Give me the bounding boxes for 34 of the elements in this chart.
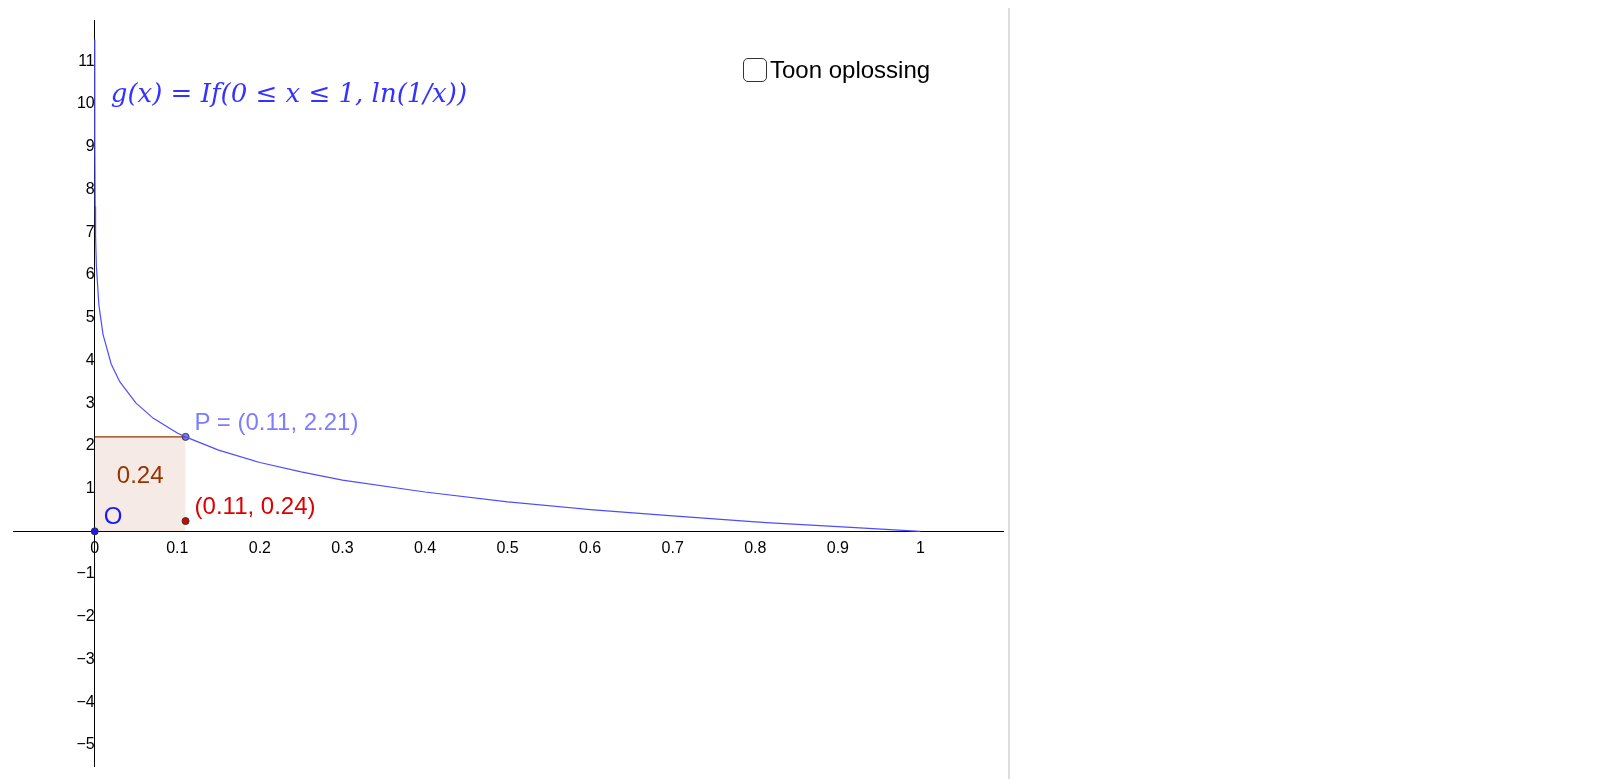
y-tick-label: 5 <box>85 308 95 326</box>
x-tick-label: 0.2 <box>248 539 272 557</box>
y-tick-label: 7 <box>85 222 95 240</box>
x-tick-label: 0.5 <box>496 539 519 557</box>
y-tick-label: 1 <box>85 479 95 496</box>
y-tick-label: −5 <box>76 735 95 753</box>
x-tick-label: 0.8 <box>744 539 767 557</box>
x-tick-label: 0.6 <box>579 539 602 557</box>
x-tick-label: 1 <box>915 539 925 557</box>
series-label: 0.24 <box>116 460 164 488</box>
x-tick-label: 0.9 <box>826 539 850 557</box>
x-tick-label: 0.1 <box>166 539 189 557</box>
data-label: O <box>103 501 123 529</box>
y-tick-label: −4 <box>76 692 95 710</box>
point <box>90 527 99 536</box>
x-tick-label: 0.7 <box>661 539 684 557</box>
y-tick-label: 2 <box>85 436 95 454</box>
y-tick-label: −3 <box>76 649 95 667</box>
y-tick-label: 4 <box>85 350 95 368</box>
y-tick-label: 9 <box>85 137 95 155</box>
point <box>181 517 190 526</box>
y-tick-label: 11 <box>78 51 95 69</box>
y-tick-label: −1 <box>76 564 95 582</box>
y-tick-label: 10 <box>76 94 95 112</box>
x-tick-label: 0.3 <box>331 539 354 557</box>
text: g(x) = If(0 ≤ x ≤ 1, ln(1/x)) <box>110 78 468 109</box>
y-tick-label: −2 <box>76 607 95 625</box>
annotation: Toon oplossing <box>770 56 931 84</box>
y-tick-label: 3 <box>85 393 95 411</box>
data-label: (0.11, 0.24) <box>194 491 316 519</box>
data-label: P = (0.11, 2.21) <box>194 407 359 435</box>
y-tick-label: 6 <box>85 265 95 283</box>
x-tick-label: 0.4 <box>413 539 437 557</box>
y-tick-label: 8 <box>85 179 95 197</box>
